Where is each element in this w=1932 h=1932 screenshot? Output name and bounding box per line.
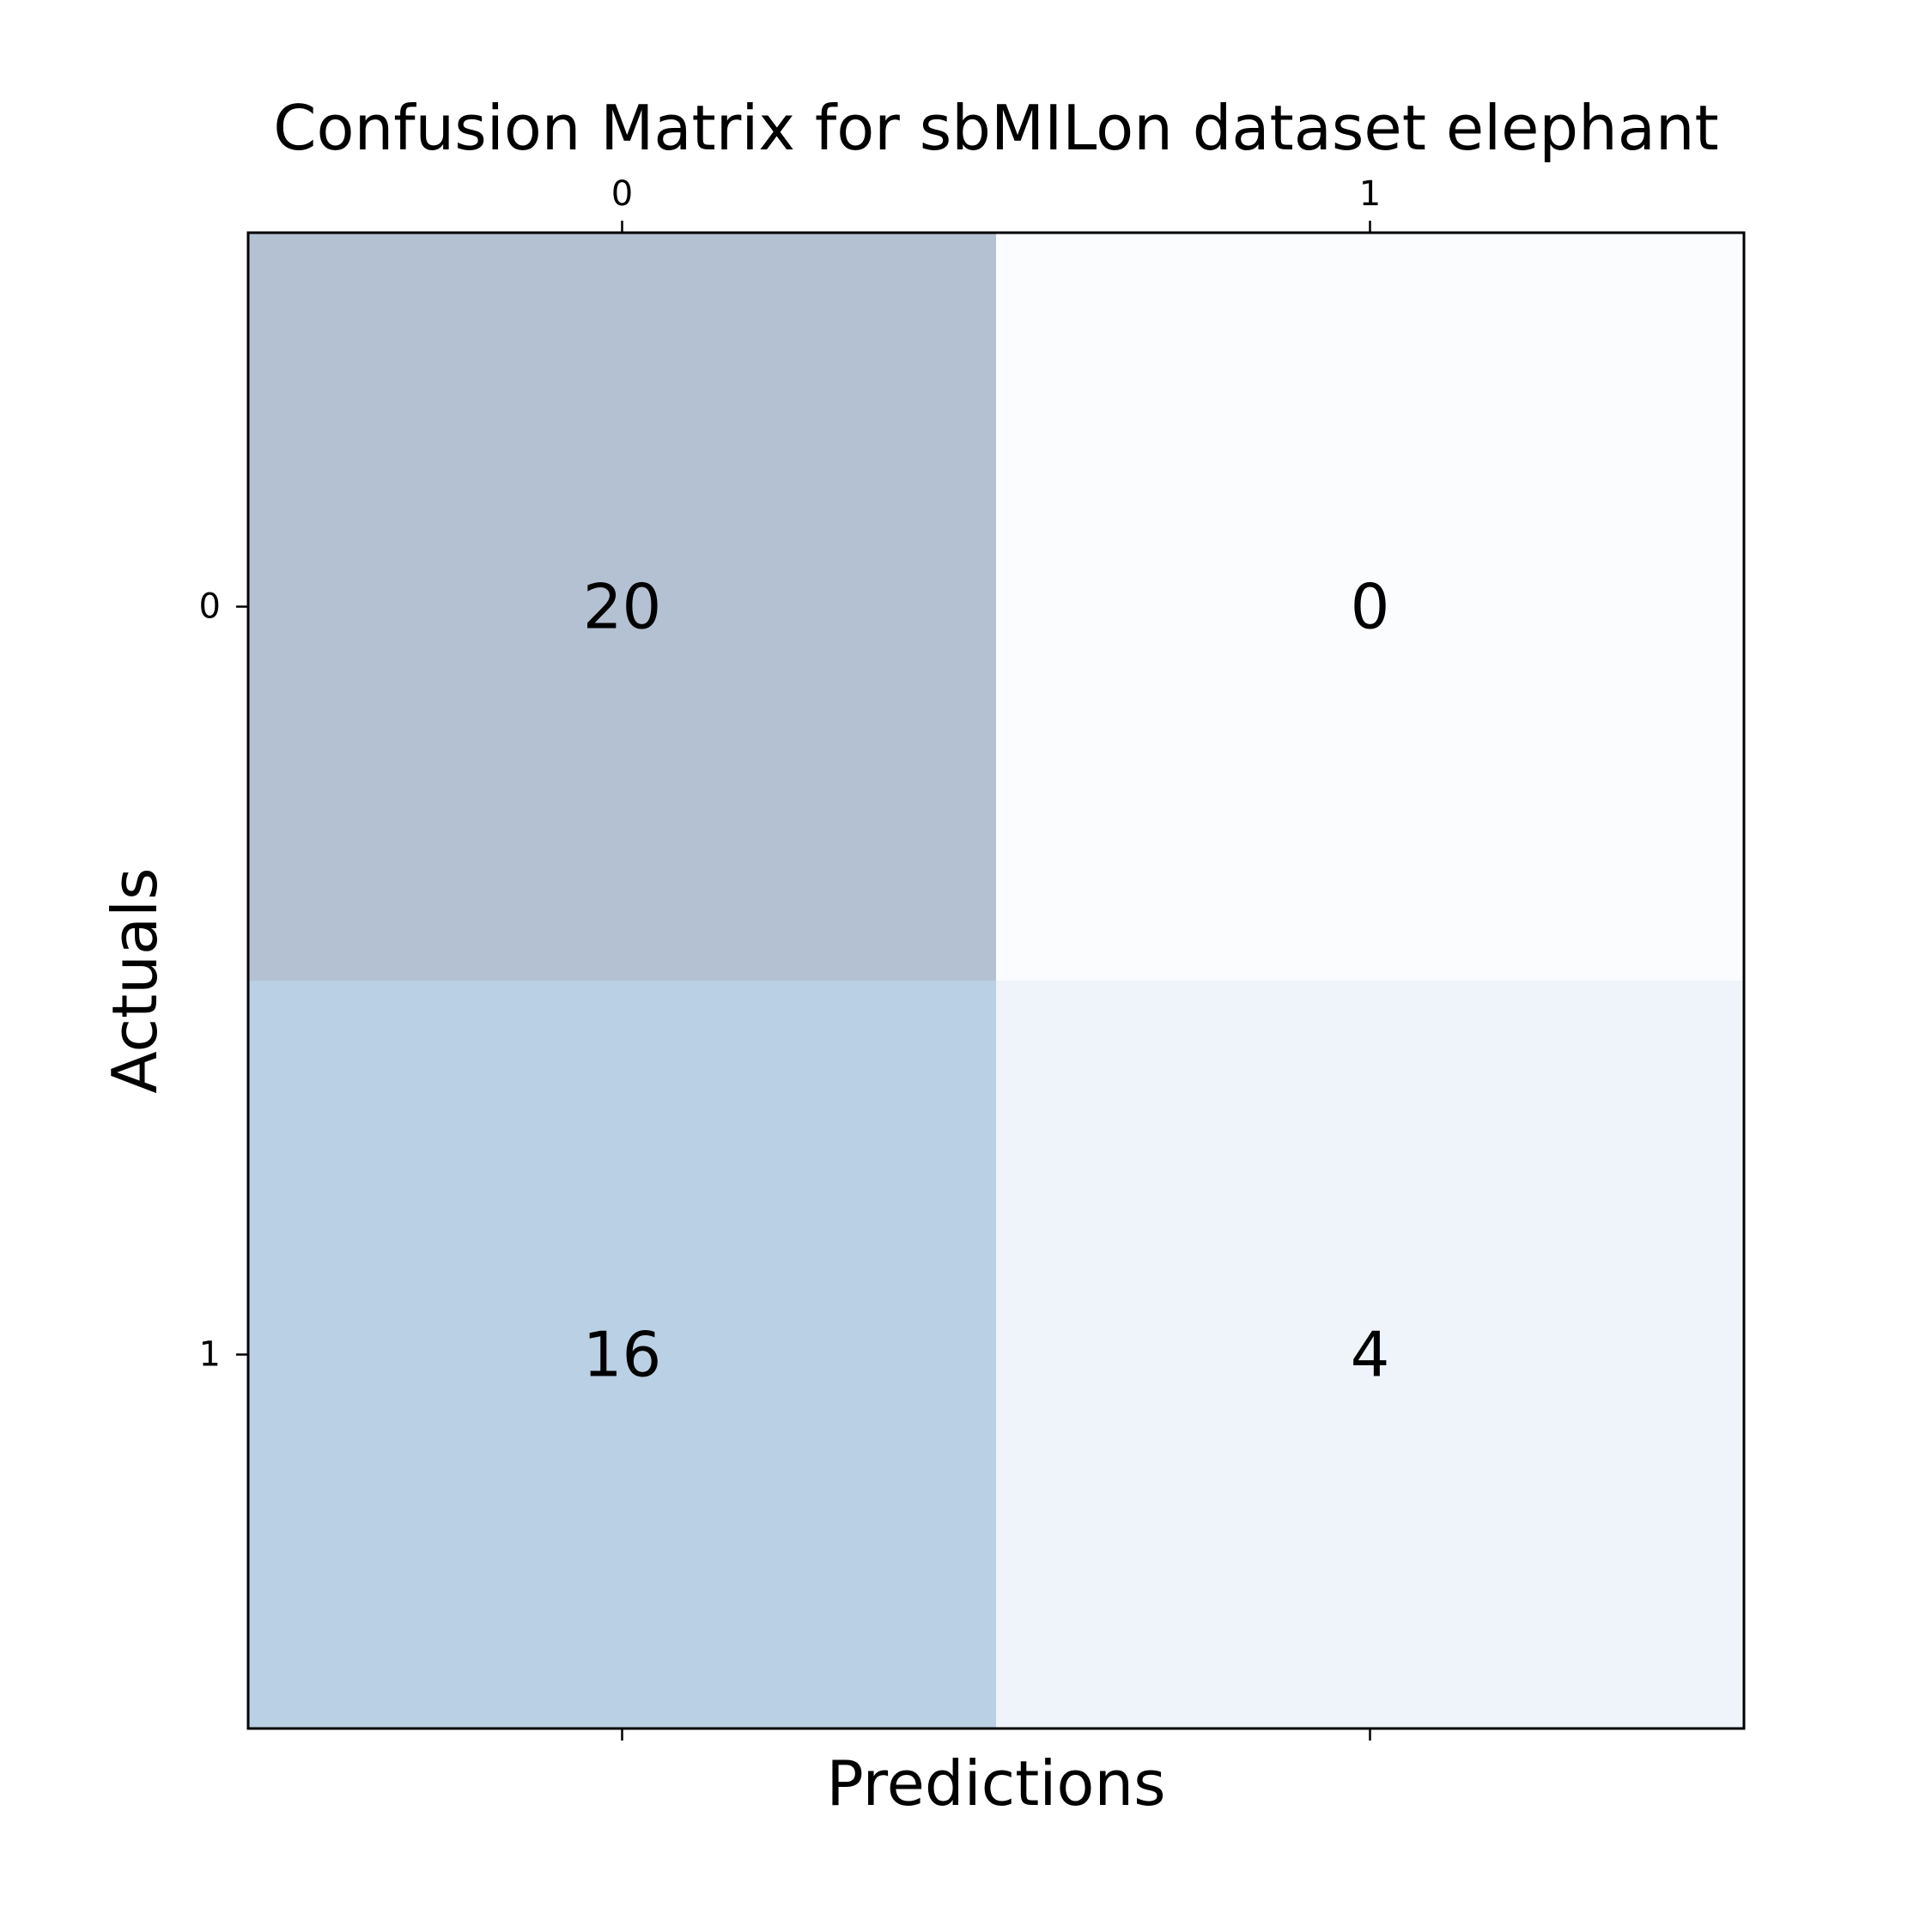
cell-value-r0-c0: 20 bbox=[583, 571, 662, 643]
cell-value-r1-c0: 16 bbox=[583, 1319, 662, 1391]
heatmap-cell-r1-c1 bbox=[996, 981, 1745, 1729]
heatmap-cell-labels: 20 0 16 4 bbox=[583, 571, 1390, 1391]
heatmap-cells bbox=[248, 233, 1745, 1729]
heatmap-cell-r1-c0 bbox=[248, 981, 997, 1729]
cell-value-r0-c1: 0 bbox=[1351, 571, 1390, 643]
x-tick-label-1: 1 bbox=[1359, 174, 1381, 214]
cell-value-r1-c1: 4 bbox=[1351, 1319, 1390, 1391]
y-axis-ticks: 01 bbox=[199, 587, 248, 1375]
y-tick-label-1: 1 bbox=[199, 1335, 221, 1375]
plot-frame bbox=[246, 231, 1746, 1730]
chart-title: Confusion Matrix for sbMILon dataset ele… bbox=[273, 92, 1719, 164]
y-tick-label-0: 0 bbox=[199, 587, 221, 627]
heatmap-cell-r0-c0 bbox=[248, 233, 997, 981]
x-axis-label: Predictions bbox=[826, 1747, 1165, 1820]
x-tick-label-0: 0 bbox=[611, 174, 633, 214]
heatmap-cell-r0-c1 bbox=[996, 233, 1745, 981]
y-axis-label: Actuals bbox=[99, 867, 171, 1093]
